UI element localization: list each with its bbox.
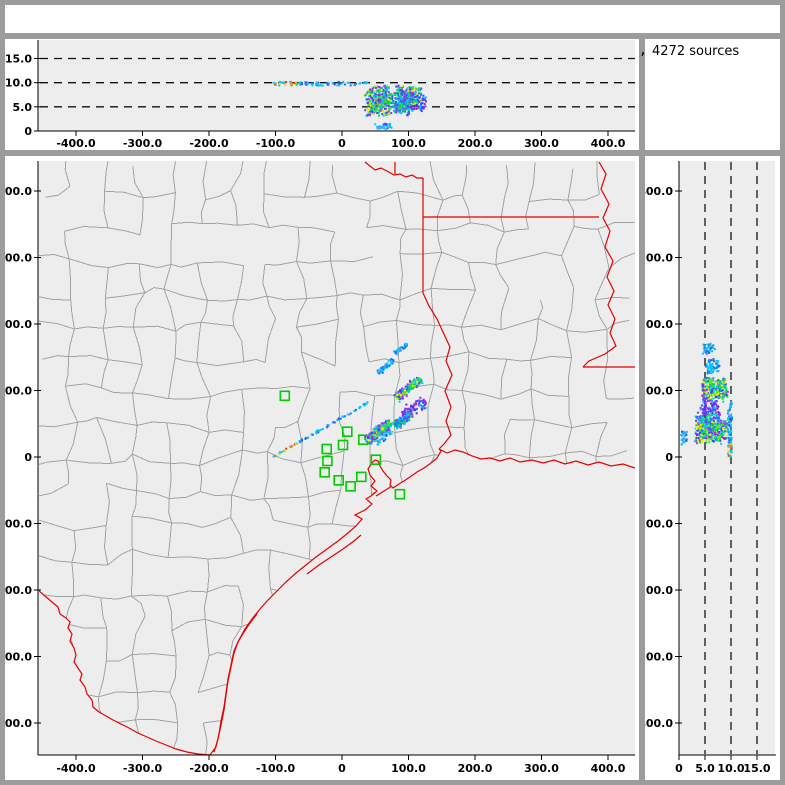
lightning-points <box>272 342 427 458</box>
svg-text:400.0: 400.0 <box>645 185 673 198</box>
svg-text:0: 0 <box>675 762 683 775</box>
ns-altitude-plot[interactable]: 400.0 300.0 200.0 100.0 0 -100.0 -200.0 -300.0 -… <box>645 156 780 780</box>
panel-plan-view-map: 400.0 300.0 200.0 100.0 0 -100.0 -200.0 -300.0 -… <box>5 156 639 780</box>
svg-text:0: 0 <box>338 762 346 775</box>
svg-text:300.0: 300.0 <box>524 137 559 150</box>
axes: 400.0 300.0 200.0 100.0 0 -100.0 -200.0 -300.0 -… <box>645 161 776 775</box>
svg-text:0: 0 <box>24 125 32 138</box>
svg-text:-200.0: -200.0 <box>5 584 32 597</box>
plot-background <box>679 161 775 755</box>
barrier-islands <box>213 485 393 753</box>
svg-text:200.0: 200.0 <box>458 762 493 775</box>
svg-text:300.0: 300.0 <box>524 762 559 775</box>
svg-text:-200.0: -200.0 <box>189 762 229 775</box>
svg-text:400.0: 400.0 <box>591 762 626 775</box>
axes: 15.0 10.0 5.0 0 -400.0 -300.0 -200.0 -100.0 0 100… <box>5 40 635 150</box>
svg-text:10.0: 10.0 <box>717 762 744 775</box>
svg-text:300.0: 300.0 <box>645 252 673 265</box>
svg-text:-300.0: -300.0 <box>123 762 163 775</box>
axes: 400.0 300.0 200.0 100.0 0 -100.0 -200.0 -300.0 -… <box>5 161 635 775</box>
svg-text:100.0: 100.0 <box>5 385 32 398</box>
panel-ns-altitude: 400.0 300.0 200.0 100.0 0 -100.0 -200.0 -300.0 -… <box>645 156 780 780</box>
altitude-grid-dashed-lines <box>704 162 758 754</box>
svg-text:10.0: 10.0 <box>5 77 32 90</box>
svg-text:-200.0: -200.0 <box>189 137 229 150</box>
panel-ew-altitude: 15.0 10.0 5.0 0 -400.0 -300.0 -200.0 -100.0 0 100… <box>5 39 639 150</box>
svg-text:-100.0: -100.0 <box>645 518 673 531</box>
svg-text:-100.0: -100.0 <box>256 762 296 775</box>
state-borders-and-coastline <box>39 161 635 755</box>
svg-text:-400.0: -400.0 <box>5 717 32 730</box>
svg-text:-300.0: -300.0 <box>5 651 32 664</box>
station-markers <box>279 390 406 500</box>
svg-text:0: 0 <box>338 137 346 150</box>
svg-text:100.0: 100.0 <box>391 137 426 150</box>
svg-text:-300.0: -300.0 <box>123 137 163 150</box>
svg-text:-400.0: -400.0 <box>645 717 673 730</box>
altitude-grid-dashed-lines <box>40 57 635 108</box>
svg-text:400.0: 400.0 <box>591 137 626 150</box>
svg-text:0: 0 <box>24 451 32 464</box>
source-count-label: 4272 sources <box>652 44 740 59</box>
mexico-area <box>39 590 210 755</box>
lightning-points <box>272 80 427 131</box>
svg-text:-200.0: -200.0 <box>645 584 673 597</box>
svg-text:300.0: 300.0 <box>5 252 32 265</box>
svg-text:15.0: 15.0 <box>743 762 770 775</box>
svg-text:400.0: 400.0 <box>5 185 32 198</box>
svg-text:5.0: 5.0 <box>13 101 33 114</box>
plan-view-plot[interactable]: 400.0 300.0 200.0 100.0 0 -100.0 -200.0 -300.0 -… <box>5 156 639 780</box>
svg-text:5.0: 5.0 <box>695 762 715 775</box>
svg-text:15.0: 15.0 <box>5 53 32 66</box>
ew-altitude-plot[interactable]: 15.0 10.0 5.0 0 -400.0 -300.0 -200.0 -100.0 0 100… <box>5 39 639 150</box>
svg-text:-100.0: -100.0 <box>256 137 296 150</box>
svg-text:200.0: 200.0 <box>458 137 493 150</box>
lightning-points <box>680 342 733 458</box>
svg-text:100.0: 100.0 <box>391 762 426 775</box>
svg-text:200.0: 200.0 <box>645 318 673 331</box>
svg-text:0: 0 <box>665 451 673 464</box>
panel-source-count: 4272 sources <box>645 39 780 150</box>
svg-text:-100.0: -100.0 <box>5 518 32 531</box>
svg-text:-300.0: -300.0 <box>645 651 673 664</box>
svg-text:100.0: 100.0 <box>645 385 673 398</box>
gulf-of-mexico-water <box>210 449 635 755</box>
svg-text:200.0: 200.0 <box>5 318 32 331</box>
svg-text:-400.0: -400.0 <box>56 137 96 150</box>
svg-text:-400.0: -400.0 <box>56 762 96 775</box>
title-bar: Houston Lightning Mapping Array 1500-160… <box>5 5 780 58</box>
